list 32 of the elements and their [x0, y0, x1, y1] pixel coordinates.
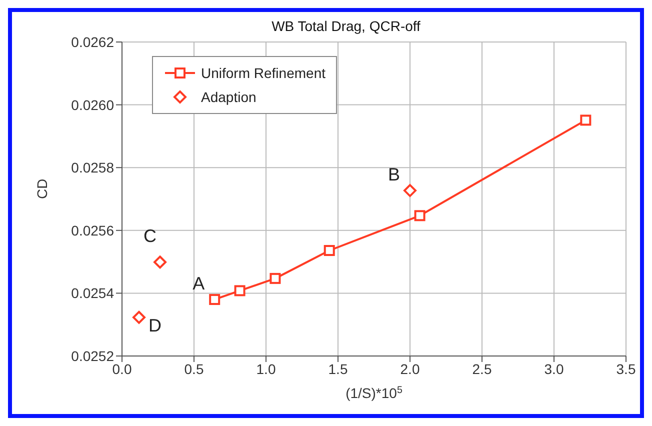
x-tick-label: 3.0	[544, 360, 564, 377]
x-axis-title: (1/S)*10$^{5}$	[346, 384, 403, 401]
x-tick-label: 2.0	[400, 360, 420, 377]
y-tick-label: 0.0260	[71, 96, 114, 113]
chart-title: WB Total Drag, QCR-off	[270, 18, 422, 34]
annotation: A	[192, 273, 205, 294]
y-tick-label: 0.0262	[71, 34, 114, 50]
x-tick-label: 0.5	[184, 360, 204, 377]
annotation: D	[148, 315, 162, 336]
x-tick-label: 1.5	[328, 360, 348, 377]
point	[404, 184, 416, 198]
point	[324, 244, 335, 256]
annotation: C	[144, 226, 157, 246]
x-tick-label: 3.5	[616, 360, 636, 377]
x-tick-label: 0.0	[112, 360, 132, 377]
y-tick-label: 0.0256	[71, 222, 114, 238]
point	[234, 285, 246, 296]
point	[414, 210, 426, 222]
point	[580, 114, 592, 126]
x-tick-label: 1.0	[256, 360, 276, 377]
y-tick-label: 0.0258	[71, 160, 114, 176]
legend-label: Adaption	[201, 89, 256, 105]
point	[154, 256, 167, 269]
annotation: B	[388, 164, 400, 185]
y-axis-title: CD	[34, 178, 50, 199]
y-tick-label: 0.0254	[71, 285, 114, 302]
point	[132, 310, 146, 324]
legend-label: Uniform Refinement	[201, 65, 326, 81]
x-tick-label: 2.5	[472, 360, 492, 377]
y-tick-label: 0.0252	[71, 348, 114, 364]
point	[209, 294, 220, 305]
point	[270, 272, 281, 284]
